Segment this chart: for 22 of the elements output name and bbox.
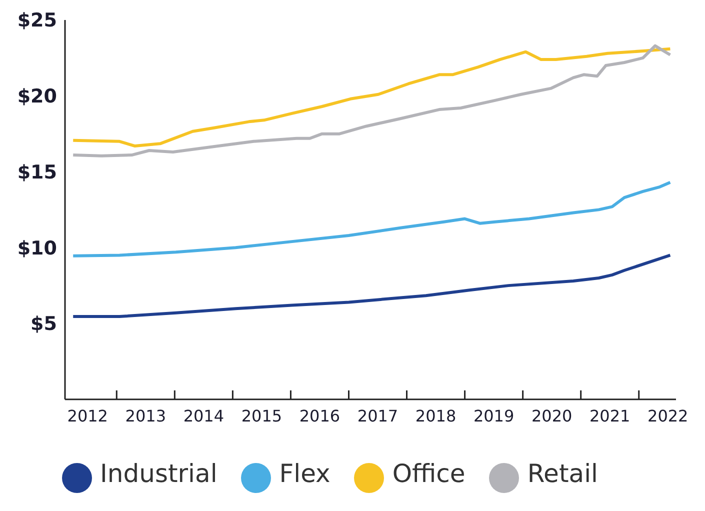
x-tick-label: 2019 xyxy=(473,406,514,426)
legend-label: Retail xyxy=(527,459,598,488)
line-series xyxy=(72,180,672,258)
x-tick-label: 2022 xyxy=(648,406,688,426)
legend-label: Office xyxy=(392,459,466,488)
y-tick-label: $5 xyxy=(30,313,57,336)
x-tick-label: 2020 xyxy=(531,406,572,426)
x-tick-label: 2016 xyxy=(299,406,340,426)
x-tick-label: 2021 xyxy=(589,406,630,426)
x-tick-label: 2015 xyxy=(241,406,282,426)
y-tick-label: $25 xyxy=(17,10,57,32)
x-tick-label: 2013 xyxy=(125,406,166,426)
legend-label: Flex xyxy=(279,459,330,488)
x-tick-label: 2014 xyxy=(183,406,224,426)
y-tick-label: $10 xyxy=(17,237,57,260)
x-tick-label: 2018 xyxy=(415,406,456,426)
line-series xyxy=(72,254,672,318)
legend-label: Industrial xyxy=(100,459,218,488)
y-tick-label: $15 xyxy=(17,161,57,184)
x-tick-label: 2012 xyxy=(67,406,108,426)
x-tick-label: 2017 xyxy=(357,406,398,426)
y-tick-label: $20 xyxy=(17,86,57,108)
